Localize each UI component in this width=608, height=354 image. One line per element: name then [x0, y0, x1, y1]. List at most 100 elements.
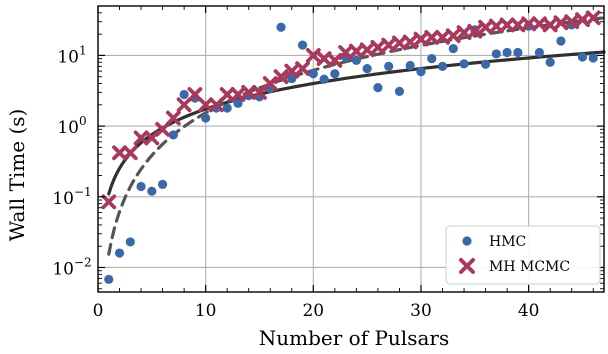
mh-mcmc-point-stroke	[575, 12, 590, 28]
hmc-point	[556, 36, 566, 46]
hmc-point	[437, 61, 448, 71]
hmc-point	[297, 40, 308, 50]
mh-mcmc-point	[219, 87, 235, 102]
hmc-fit-line	[107, 50, 606, 196]
hmc-point	[448, 43, 458, 54]
mh-mcmc-point	[187, 87, 203, 102]
mh-mcmc-point-stroke	[521, 16, 537, 32]
x-tick-label: 30	[410, 301, 432, 321]
mh-mcmc-point-stroke	[488, 18, 504, 34]
mh-mcmc-point-stroke	[392, 35, 407, 51]
mh-mcmc-point-stroke	[209, 97, 224, 113]
hmc-point	[459, 59, 469, 69]
mh-mcmc-point-stroke	[112, 145, 127, 161]
hmc-point	[427, 54, 437, 64]
mh-mcmc-point	[122, 145, 138, 161]
mh-mcmc-point-stroke	[585, 10, 601, 26]
hmc-point	[276, 22, 286, 32]
mh-mcmc-point	[241, 84, 257, 100]
mh-mcmc-point	[467, 23, 483, 39]
hmc-point	[319, 74, 329, 84]
legend-hmc-label: HMC	[489, 234, 526, 250]
hmc-point	[222, 103, 232, 113]
mh-mcmc-point	[198, 97, 214, 113]
mh-mcmc-series	[101, 10, 601, 210]
mh-mcmc-point-stroke	[295, 61, 310, 77]
hmc-point	[491, 49, 501, 59]
mh-mcmc-point-stroke	[187, 87, 203, 102]
mh-mcmc-point-stroke	[122, 145, 138, 161]
mh-mcmc-point-stroke	[456, 25, 472, 41]
mh-mcmc-point	[295, 61, 310, 77]
mh-mcmc-point-stroke	[133, 130, 149, 146]
mh-mcmc-point	[176, 97, 192, 113]
mh-mcmc-point-stroke	[155, 121, 170, 137]
hmc-point	[480, 59, 491, 69]
hmc-point	[394, 86, 405, 96]
hmc-point	[545, 57, 555, 67]
mh-mcmc-point	[209, 97, 224, 113]
y-tick-label: 10−1	[52, 185, 91, 209]
mh-mcmc-point	[155, 121, 170, 137]
mh-mcmc-point-stroke	[305, 48, 321, 63]
mh-mcmc-point-stroke	[284, 63, 300, 79]
hmc-point	[384, 61, 394, 71]
y-tick-label: 10−2	[52, 255, 91, 279]
hmc-point	[179, 89, 189, 100]
mh-mcmc-point-stroke	[467, 23, 483, 39]
hmc-point	[502, 47, 512, 58]
mh-mcmc-point-stroke	[370, 39, 386, 55]
mh-mcmc-point-stroke	[499, 17, 515, 33]
y-axis-label: Wall Time (s)	[5, 109, 29, 242]
mh-mcmc-point-stroke	[230, 87, 246, 102]
mh-mcmc-point-stroke	[553, 15, 569, 31]
mh-mcmc-point-stroke	[402, 34, 418, 50]
legend-mh-marker	[459, 258, 475, 274]
plot-frame	[97, 5, 605, 293]
hmc-point	[125, 237, 135, 247]
mh-mcmc-point	[585, 10, 601, 26]
hmc-point	[201, 113, 211, 123]
hmc-point	[405, 60, 415, 71]
mh-mcmc-point-stroke	[413, 31, 429, 47]
mh-mcmc-point-stroke	[478, 19, 493, 35]
axis-ticks	[97, 5, 604, 292]
mh-mcmc-point	[445, 28, 461, 44]
mh-mcmc-point-stroke	[176, 97, 192, 113]
hmc-point	[416, 67, 426, 77]
y-tick-label: 101	[57, 43, 86, 67]
x-tick-label: 0	[93, 301, 104, 321]
mh-mcmc-point	[327, 53, 343, 68]
hmc-point	[534, 47, 545, 58]
hmc-series	[104, 20, 598, 284]
legend-hmc-marker	[462, 236, 472, 246]
mh-mcmc-point	[112, 145, 127, 161]
mh-mcmc-point-stroke	[241, 84, 257, 100]
mh-mcmc-point-stroke	[381, 37, 397, 53]
x-tick-label: 20	[302, 301, 324, 321]
hmc-point	[577, 52, 588, 62]
mh-mcmc-point-stroke	[348, 43, 364, 59]
hmc-point	[287, 73, 297, 84]
mh-mcmc-point-stroke	[424, 29, 440, 45]
mh-mcmc-point	[305, 48, 321, 63]
mh-mcmc-point	[101, 194, 117, 210]
hmc-point	[308, 69, 318, 79]
mh-mcmc-point	[499, 17, 515, 33]
mh-mcmc-point	[424, 29, 440, 45]
mh-mcmc-point-stroke	[542, 17, 558, 33]
x-tick-label: 10	[195, 301, 217, 321]
mh-mcmc-point-stroke	[165, 110, 181, 126]
mh-mcmc-point	[262, 76, 278, 91]
mh-mcmc-point-stroke	[338, 45, 354, 60]
hmc-point	[330, 69, 340, 79]
mh-mcmc-point-stroke	[564, 14, 580, 30]
mh-mcmc-point-stroke	[273, 69, 289, 85]
hmc-point	[513, 47, 523, 58]
y-tick-labels: 10−2 10−1 100 101	[52, 43, 91, 279]
x-axis-label: Number of Pulsars	[259, 326, 449, 350]
hmc-point	[588, 53, 598, 63]
mh-mcmc-point-stroke	[510, 17, 526, 33]
mh-mcmc-point-stroke	[198, 97, 214, 113]
